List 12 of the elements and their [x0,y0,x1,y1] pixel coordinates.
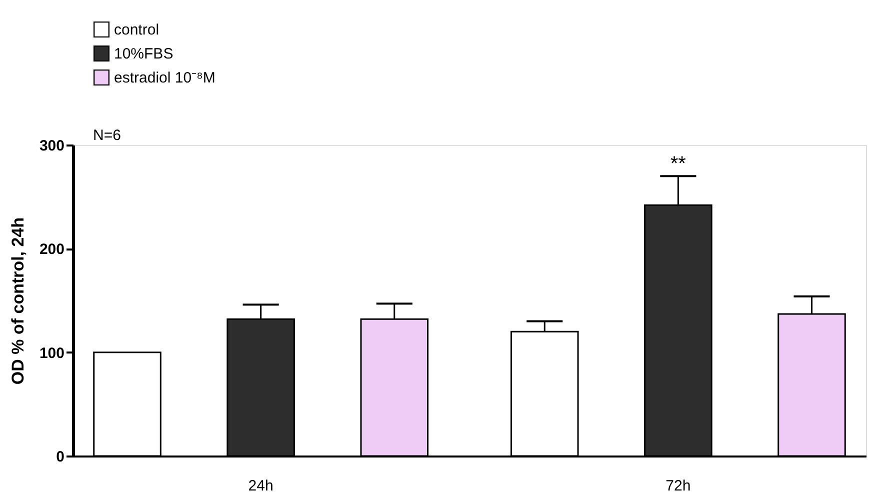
legend-label: 10%FBS [114,46,174,62]
text: N=6 [93,127,121,144]
annotation: ** [670,153,686,176]
y-tick-label: 100 [39,344,64,362]
legend-label: estradiol 10⁻⁸M [114,70,216,86]
x-tick-label: 24h [248,478,274,494]
y-tick-label: 300 [39,138,64,154]
y-tick-label: 0 [56,448,64,466]
legend-label: control [114,22,160,38]
y-axis-title: OD % of control, 24h [8,217,28,385]
x-tick-label: 72h [666,478,691,494]
y-tick-label: 200 [39,241,64,258]
